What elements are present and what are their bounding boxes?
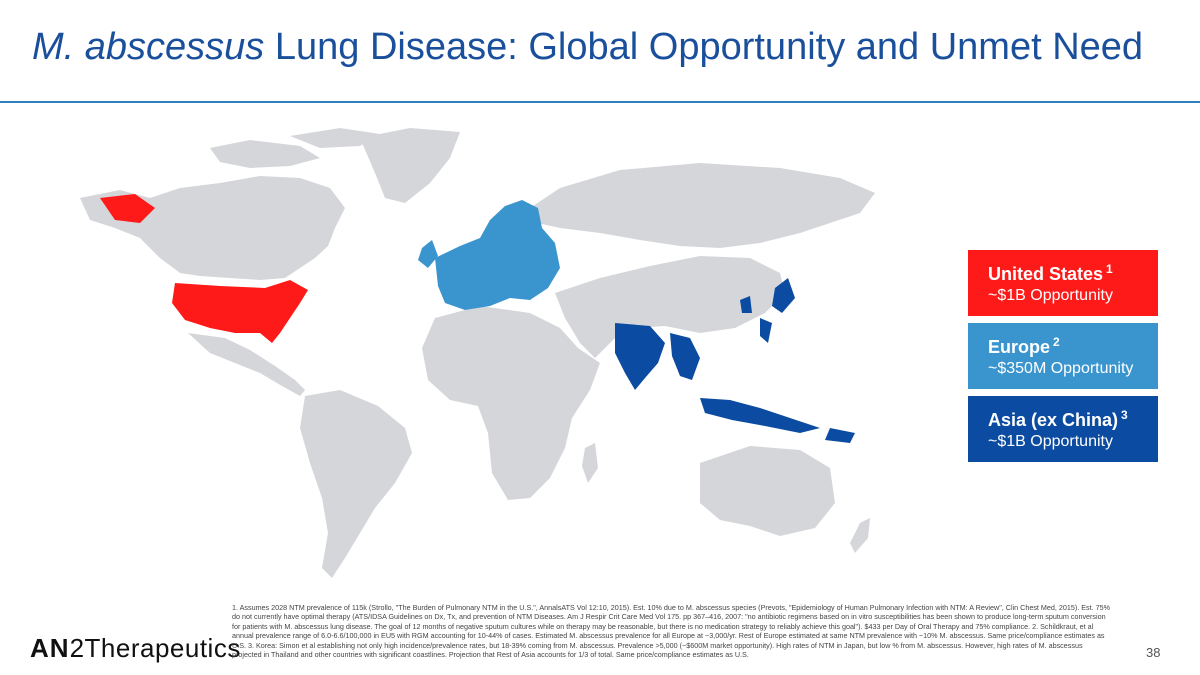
- logo-an: AN: [30, 633, 70, 663]
- world-landmass: [80, 128, 875, 578]
- title-divider: [0, 101, 1200, 103]
- title-italic: M. abscessus: [32, 26, 265, 68]
- footnote: 1. Assumes 2028 NTM prevalence of 115k (…: [232, 603, 1111, 660]
- company-logo: AN2Therapeutics: [30, 633, 241, 664]
- legend-europe-value: ~$350M Opportunity: [988, 360, 1134, 377]
- legend-us: United States 1 ~$1B Opportunity: [968, 250, 1158, 316]
- page-number: 38: [1146, 645, 1161, 660]
- europe-region: [418, 200, 560, 310]
- legend-europe-title: Europe 2: [988, 335, 1158, 358]
- logo-therapeutics: Therapeutics: [84, 633, 241, 663]
- legend-asia-title: Asia (ex China) 3: [988, 408, 1158, 431]
- legend-europe-region: Europe: [988, 337, 1051, 357]
- legend-europe: Europe 2 ~$350M Opportunity: [968, 323, 1158, 389]
- legend-us-value: ~$1B Opportunity: [988, 287, 1113, 304]
- logo-two: 2: [69, 633, 85, 663]
- legend-europe-note: 2: [1053, 335, 1060, 349]
- legend-asia: Asia (ex China) 3 ~$1B Opportunity: [968, 396, 1158, 462]
- title-rest: Lung Disease: Global Opportunity and Unm…: [264, 26, 1144, 68]
- legend-us-title: United States 1: [988, 262, 1158, 285]
- legend-asia-value: ~$1B Opportunity: [988, 433, 1113, 450]
- legend-asia-region: Asia (ex China): [988, 410, 1119, 430]
- slide-title: M. abscessus Lung Disease: Global Opport…: [32, 26, 1143, 69]
- legend-us-note: 1: [1106, 262, 1113, 276]
- legend-asia-note: 3: [1121, 408, 1128, 422]
- us-region: [100, 194, 308, 343]
- asia-region: [615, 278, 855, 443]
- legend-us-region: United States: [988, 264, 1104, 284]
- world-map: [80, 128, 875, 578]
